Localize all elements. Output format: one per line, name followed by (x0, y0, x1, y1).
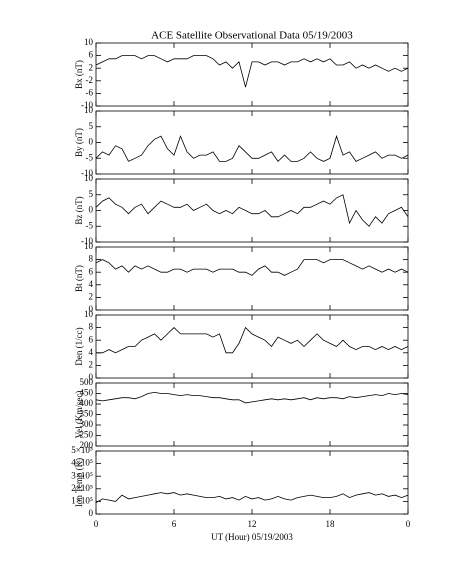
x-tick-label: 18 (326, 519, 336, 529)
y-tick-label: 8 (89, 254, 94, 264)
y-tick-label: -10 (81, 168, 93, 178)
y-tick-label: 3×10⁵ (71, 470, 93, 480)
y-tick-label: 10 (84, 37, 94, 47)
y-tick-label: 4×10⁵ (71, 458, 93, 468)
y-tick-label: 2 (89, 291, 94, 301)
y-tick-label: 10 (84, 173, 94, 183)
y-tick-label: 4 (89, 279, 94, 289)
plot-frame (95, 42, 409, 107)
x-tick-label: 0 (94, 519, 99, 529)
y-tick-label: 0 (89, 304, 94, 314)
data-line (96, 326, 409, 354)
x-tick-label: 0 (406, 519, 411, 529)
data-line (95, 194, 409, 227)
y-tick-label: -5 (86, 152, 94, 162)
y-tick-label: -5 (86, 220, 94, 230)
data-line (95, 55, 409, 88)
y-axis-label: Vel (Km/sec) (74, 391, 84, 439)
y-tick-label: 4 (89, 347, 94, 357)
y-tick-label: 10 (84, 309, 94, 319)
y-tick-label: 450 (80, 388, 94, 398)
y-tick-label: 2 (89, 62, 94, 72)
data-line (95, 259, 409, 276)
chart-title: ACE Satellite Observational Data 05/19/2… (151, 30, 353, 42)
y-tick-label: 200 (80, 440, 94, 450)
y-tick-label: 0 (89, 372, 94, 382)
x-tick-label: 12 (248, 519, 257, 529)
y-axis-label: Bt (nT) (74, 265, 84, 292)
y-tick-label: 2×10⁵ (71, 483, 93, 493)
x-axis-label: UT (Hour) 05/19/2003 (211, 532, 293, 542)
y-tick-label: 250 (80, 430, 94, 440)
y-axis-label: Ion Temp (K) (74, 458, 84, 507)
data-line (95, 492, 409, 504)
data-line (95, 391, 409, 404)
data-line (95, 134, 409, 163)
y-axis-label: Den (1/cc) (74, 327, 84, 365)
y-tick-label: 6 (89, 334, 94, 344)
y-axis-label: By (nT) (74, 128, 84, 157)
plot-frame (95, 246, 409, 311)
y-tick-label: 10 (84, 105, 94, 115)
y-tick-label: 8 (89, 322, 94, 332)
plot-frame (95, 314, 409, 379)
y-tick-label: 6 (89, 50, 94, 60)
y-tick-label: 300 (80, 419, 94, 429)
plot-frame (95, 382, 409, 447)
x-tick-label: 6 (172, 519, 177, 529)
y-tick-label: 1×10⁵ (71, 495, 93, 505)
y-tick-label: 0 (89, 508, 94, 518)
y-tick-label: -10 (81, 236, 93, 246)
y-tick-label: 0 (89, 205, 94, 215)
y-tick-label: -2 (86, 75, 94, 85)
y-tick-label: 10 (84, 241, 94, 251)
y-tick-label: -6 (86, 87, 94, 97)
y-tick-label: 5 (89, 189, 94, 199)
y-tick-label: 2 (89, 359, 94, 369)
y-axis-label: Bx (nT) (74, 60, 84, 89)
y-tick-label: 5 (89, 121, 94, 131)
y-tick-label: 400 (80, 398, 94, 408)
y-tick-label: 0 (89, 137, 94, 147)
y-tick-label: 350 (80, 409, 94, 419)
y-tick-label: -10 (81, 100, 93, 110)
plot-frame (95, 178, 409, 243)
y-axis-label: Bz (nT) (74, 196, 84, 224)
y-tick-label: 5×10⁵ (71, 445, 93, 455)
plot-frame (95, 110, 409, 175)
y-tick-label: 500 (80, 377, 94, 387)
plot-frame (95, 450, 409, 515)
y-tick-label: 6 (89, 266, 94, 276)
